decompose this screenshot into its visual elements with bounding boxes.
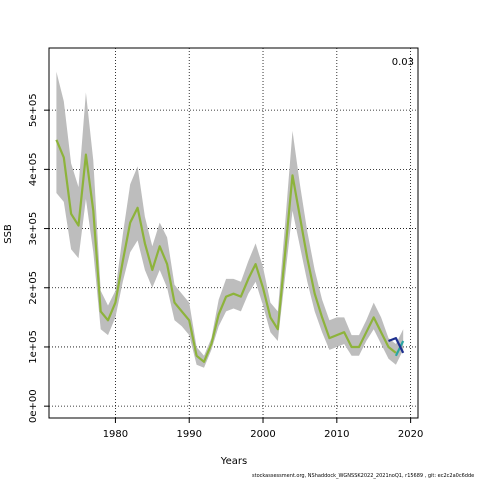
y-tick-label: 4e+05 [28, 153, 39, 187]
plot-frame [48, 47, 419, 419]
footer-note: stockassessment.org, NShaddock_WGNSSK202… [252, 473, 475, 479]
grid-lines [49, 48, 418, 418]
y-axis-label: SSB [3, 224, 14, 244]
annotation-label: 0.03 [392, 57, 414, 68]
x-tick-label: 1980 [103, 429, 128, 440]
y-tick-label: 1e+05 [28, 330, 39, 364]
x-tick-label: 2020 [398, 429, 423, 440]
y-tick-label: 0e+00 [28, 389, 39, 423]
y-tick-label: 3e+05 [28, 212, 39, 246]
x-tick-label: 2000 [250, 429, 275, 440]
series-line-3 [388, 337, 405, 354]
y-tick-label: 2e+05 [28, 271, 39, 305]
x-axis-label: Years [220, 456, 247, 467]
confidence-band [56, 71, 404, 368]
y-tick-label: 5e+05 [28, 93, 39, 127]
series-line-2 [394, 340, 405, 357]
x-tick-label: 1990 [176, 429, 201, 440]
x-axis: 1980 1990 2000 2010 2020 [103, 418, 423, 440]
y-axis: 0e+00 1e+05 2e+05 3e+05 4e+05 5e+05 [28, 93, 49, 423]
series-lines [55, 139, 405, 363]
series-line-1 [55, 139, 397, 363]
x-tick-label: 2010 [324, 429, 349, 440]
